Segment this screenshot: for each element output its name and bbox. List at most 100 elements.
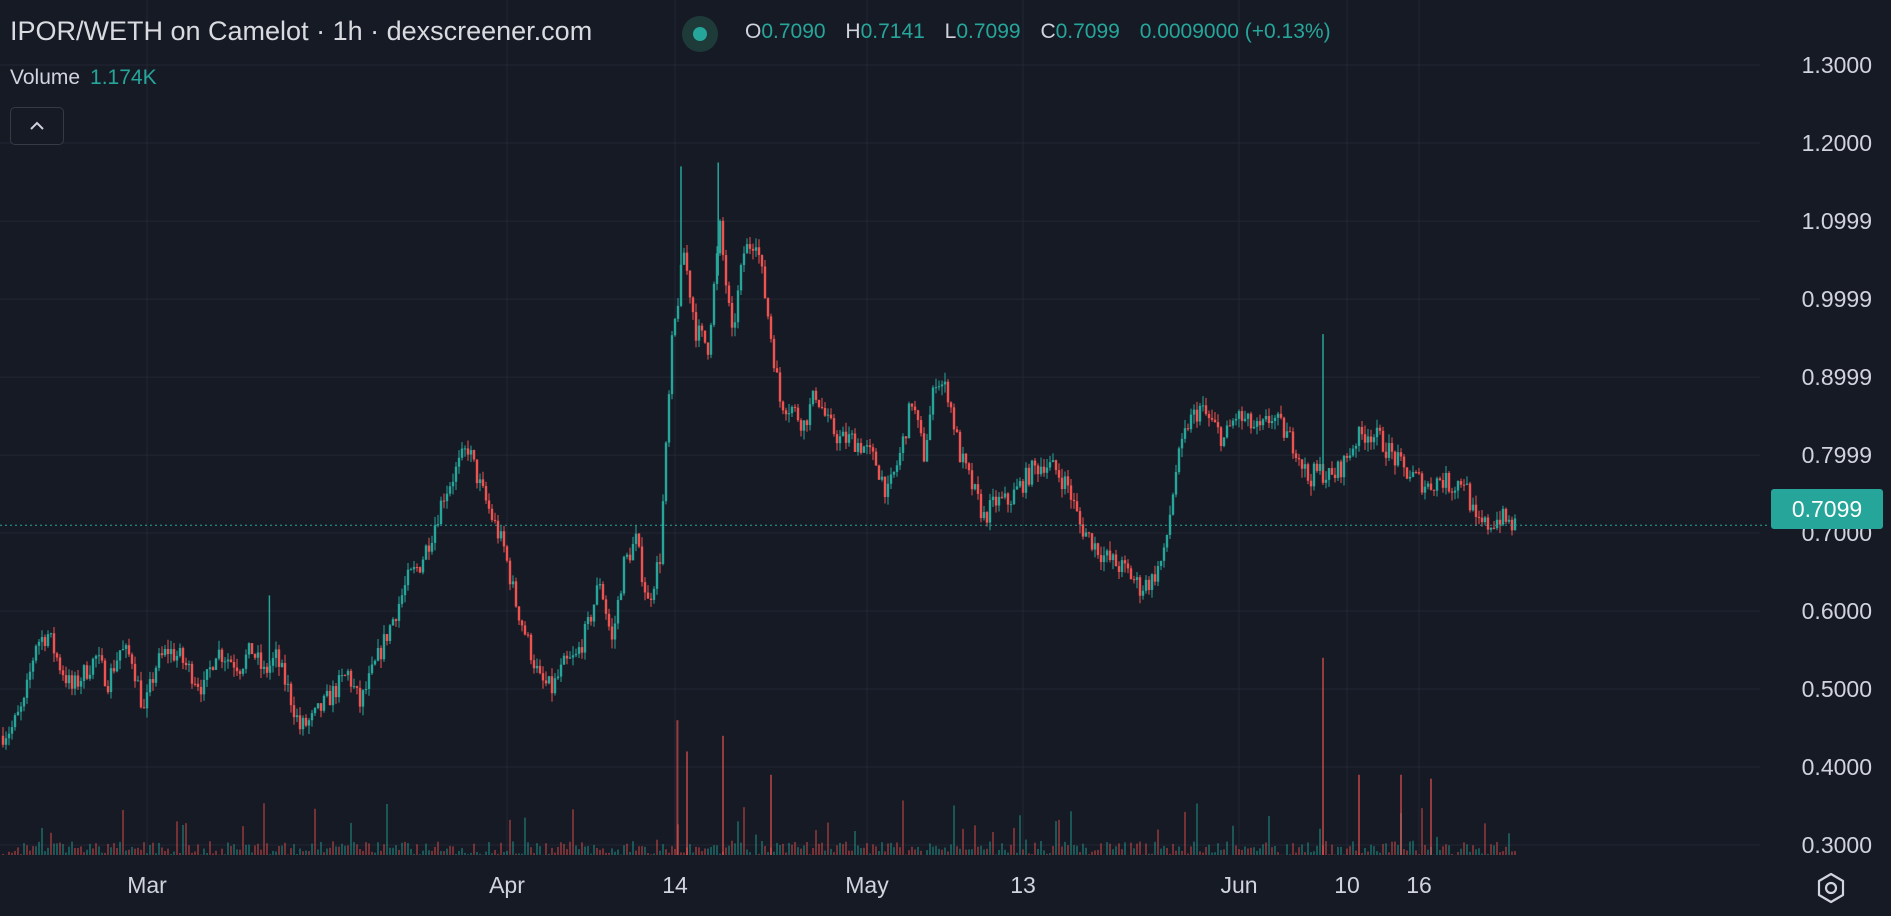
status-dot-icon[interactable] <box>682 16 718 52</box>
candle-body <box>1042 466 1046 473</box>
volume-bar <box>638 846 640 855</box>
volume-bar <box>434 846 436 855</box>
price-axis[interactable]: 0.30000.40000.50000.60000.70000.79990.89… <box>1802 52 1872 858</box>
candle-body <box>949 402 953 408</box>
volume-bar <box>1373 846 1375 855</box>
volume-bar <box>344 845 346 855</box>
volume-bar <box>278 845 280 855</box>
volume-bar <box>1097 849 1099 855</box>
volume-bar <box>248 844 250 855</box>
volume-bar <box>944 847 946 855</box>
candle-body <box>574 653 578 656</box>
candle-body <box>1156 566 1160 582</box>
candle-body <box>703 330 707 343</box>
volume-bar <box>68 846 70 855</box>
volume-bar <box>1481 853 1483 855</box>
candle-body <box>517 606 521 621</box>
volume-bar <box>1382 844 1384 855</box>
volume-bar <box>1250 847 1252 855</box>
candle-body <box>640 546 644 583</box>
candle-body <box>643 582 647 593</box>
volume-bar <box>128 849 130 855</box>
candle-body <box>208 667 212 670</box>
volume-bar <box>1154 841 1156 855</box>
candle-body <box>1345 455 1349 458</box>
volume-bar <box>1217 843 1219 855</box>
volume-bar <box>980 845 982 855</box>
volume-bar <box>1427 849 1429 855</box>
candle-body <box>184 662 188 666</box>
candle-body <box>1336 461 1340 478</box>
volume-bar <box>230 845 232 855</box>
volume-bar <box>1109 843 1111 855</box>
candle-body <box>415 567 419 569</box>
candle-body <box>1309 480 1313 487</box>
candle-body <box>160 653 164 656</box>
volume-bar <box>1319 828 1321 855</box>
volume-bar <box>776 842 778 855</box>
collapse-legend-button[interactable] <box>10 107 64 145</box>
gear-icon[interactable] <box>1814 871 1848 905</box>
candle-body <box>1462 484 1466 486</box>
candle-body <box>553 678 557 694</box>
candle-body <box>1297 458 1301 460</box>
candle-body <box>1201 405 1205 407</box>
volume-bar <box>683 852 685 855</box>
candle-body <box>22 697 26 707</box>
volume-bar <box>1505 846 1507 855</box>
volume-bar <box>239 849 241 855</box>
volume-bar <box>914 849 916 855</box>
candle-body <box>49 633 53 635</box>
volume-bar <box>899 847 901 855</box>
candle-body <box>514 581 518 607</box>
candle-body <box>919 420 923 434</box>
time-axis[interactable]: Mar Apr 14 May 13 Jun 10 16 <box>127 872 1432 898</box>
volume-bar <box>233 844 235 855</box>
volume-bar <box>1304 852 1306 855</box>
candle-body <box>475 459 479 484</box>
volume-bar <box>734 843 736 855</box>
open-label: O <box>745 20 762 43</box>
volume-bar <box>812 847 814 855</box>
candle-body <box>1084 532 1088 537</box>
candle-body <box>190 663 194 684</box>
candle-body <box>1441 479 1445 488</box>
volume-bar <box>188 845 190 855</box>
candle-body <box>715 253 719 284</box>
volume-bar <box>701 851 703 855</box>
volume-bar <box>266 843 268 855</box>
volume-bar <box>1340 846 1342 855</box>
candle-body <box>253 654 257 658</box>
candle-body <box>472 450 476 460</box>
candle-body <box>856 442 860 452</box>
volume-bar <box>839 842 841 855</box>
candle-body <box>256 652 260 658</box>
volume-bar <box>521 853 523 855</box>
candle-body <box>349 670 353 687</box>
volume-bar <box>674 848 676 855</box>
volume-bar <box>365 842 367 855</box>
volume-bar <box>503 852 505 855</box>
volume-bar <box>185 823 187 855</box>
candle-body <box>1126 563 1130 569</box>
volume-bar <box>737 821 739 855</box>
candle-body <box>1057 470 1061 478</box>
volume-bar <box>1247 848 1249 855</box>
candle-body <box>544 680 548 684</box>
volume-bar <box>998 849 1000 855</box>
volume-bar <box>143 842 145 855</box>
candle-body <box>1213 419 1217 423</box>
candle-body <box>313 708 317 714</box>
candle-body <box>1456 481 1460 491</box>
candle-body <box>1033 460 1037 466</box>
volume-bar <box>989 841 991 855</box>
volume-bar <box>440 851 442 855</box>
candle-body <box>1093 543 1097 550</box>
volume-bar <box>1196 803 1198 855</box>
volume-bar <box>1325 841 1327 855</box>
volume-bar <box>1286 844 1288 855</box>
volume-bar <box>236 849 238 855</box>
volume-bar <box>992 832 994 855</box>
candle-body <box>442 500 446 502</box>
